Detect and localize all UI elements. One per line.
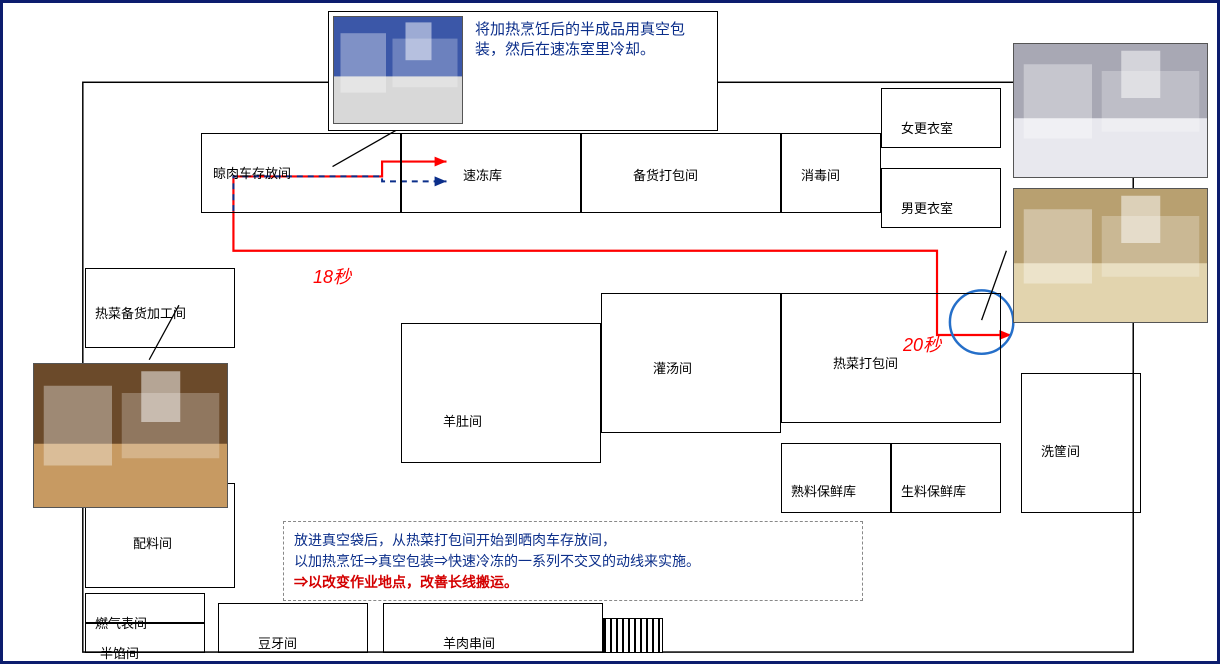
room-xikuang xyxy=(1021,373,1141,513)
improvement-note: 放进真空袋后，从热菜打包间开始到晒肉车存放间，以加热烹饪⇒真空包装⇒快速冷冻的一… xyxy=(283,521,863,601)
room-label-lianrou: 晾肉车存放间 xyxy=(213,163,291,182)
note-line-2: ⇒以改变作业地点，改善长线搬运。 xyxy=(294,572,852,593)
room-label-shengliao: 生料保鲜库 xyxy=(901,481,966,500)
room-yangdu xyxy=(401,323,601,463)
room-label-banxian: 半馅间 xyxy=(100,643,139,662)
room-label-xiaodu: 消毒间 xyxy=(801,165,840,184)
room-shengliao xyxy=(891,443,1001,513)
room-label-recai_dabao: 热菜打包间 xyxy=(833,353,898,372)
note-line-0: 放进真空袋后，从热菜打包间开始到晒肉车存放间， xyxy=(294,530,852,551)
time-label-0: 18秒 xyxy=(313,263,351,289)
floorplan-diagram: 晾肉车存放间 速冻库 备货打包间 消毒间 女更衣室男更衣室热菜备货加工间羊肚间 灌汤间 热菜… xyxy=(0,0,1220,664)
room-label-beihuo: 备货打包间 xyxy=(633,165,698,184)
room-label-douya: 豆牙间 xyxy=(258,633,297,652)
room-label-yangrou: 羊肉串间 xyxy=(443,633,495,652)
room-label-yangdu: 羊肚间 xyxy=(443,411,482,430)
photo-left xyxy=(33,363,228,508)
room-label-recai_jiagong: 热菜备货加工间 xyxy=(95,303,186,322)
room-hatch xyxy=(603,618,663,653)
room-label-guantang: 灌汤间 xyxy=(653,358,692,377)
room-label-shuliao: 熟料保鲜库 xyxy=(791,481,856,500)
room-shuliao xyxy=(781,443,891,513)
room-label-nvgeng: 女更衣室 xyxy=(901,118,953,137)
photo-right1 xyxy=(1013,43,1208,178)
room-label-nangeng: 男更衣室 xyxy=(901,198,953,217)
room-label-sudong: 速冻库 xyxy=(463,165,502,184)
callout-text-top: 将加热烹饪后的半成品用真空包装，然后在速冻室里冷却。 xyxy=(469,16,713,124)
note-line-1: 以加热烹饪⇒真空包装⇒快速冷冻的一系列不交叉的动线来实施。 xyxy=(294,551,852,572)
photo-right2 xyxy=(1013,188,1208,323)
room-label-xikuang: 洗筐间 xyxy=(1041,441,1080,460)
time-label-1: 20秒 xyxy=(903,331,941,357)
room-label-peiliao: 配料间 xyxy=(133,533,172,552)
photo-top xyxy=(333,16,463,124)
